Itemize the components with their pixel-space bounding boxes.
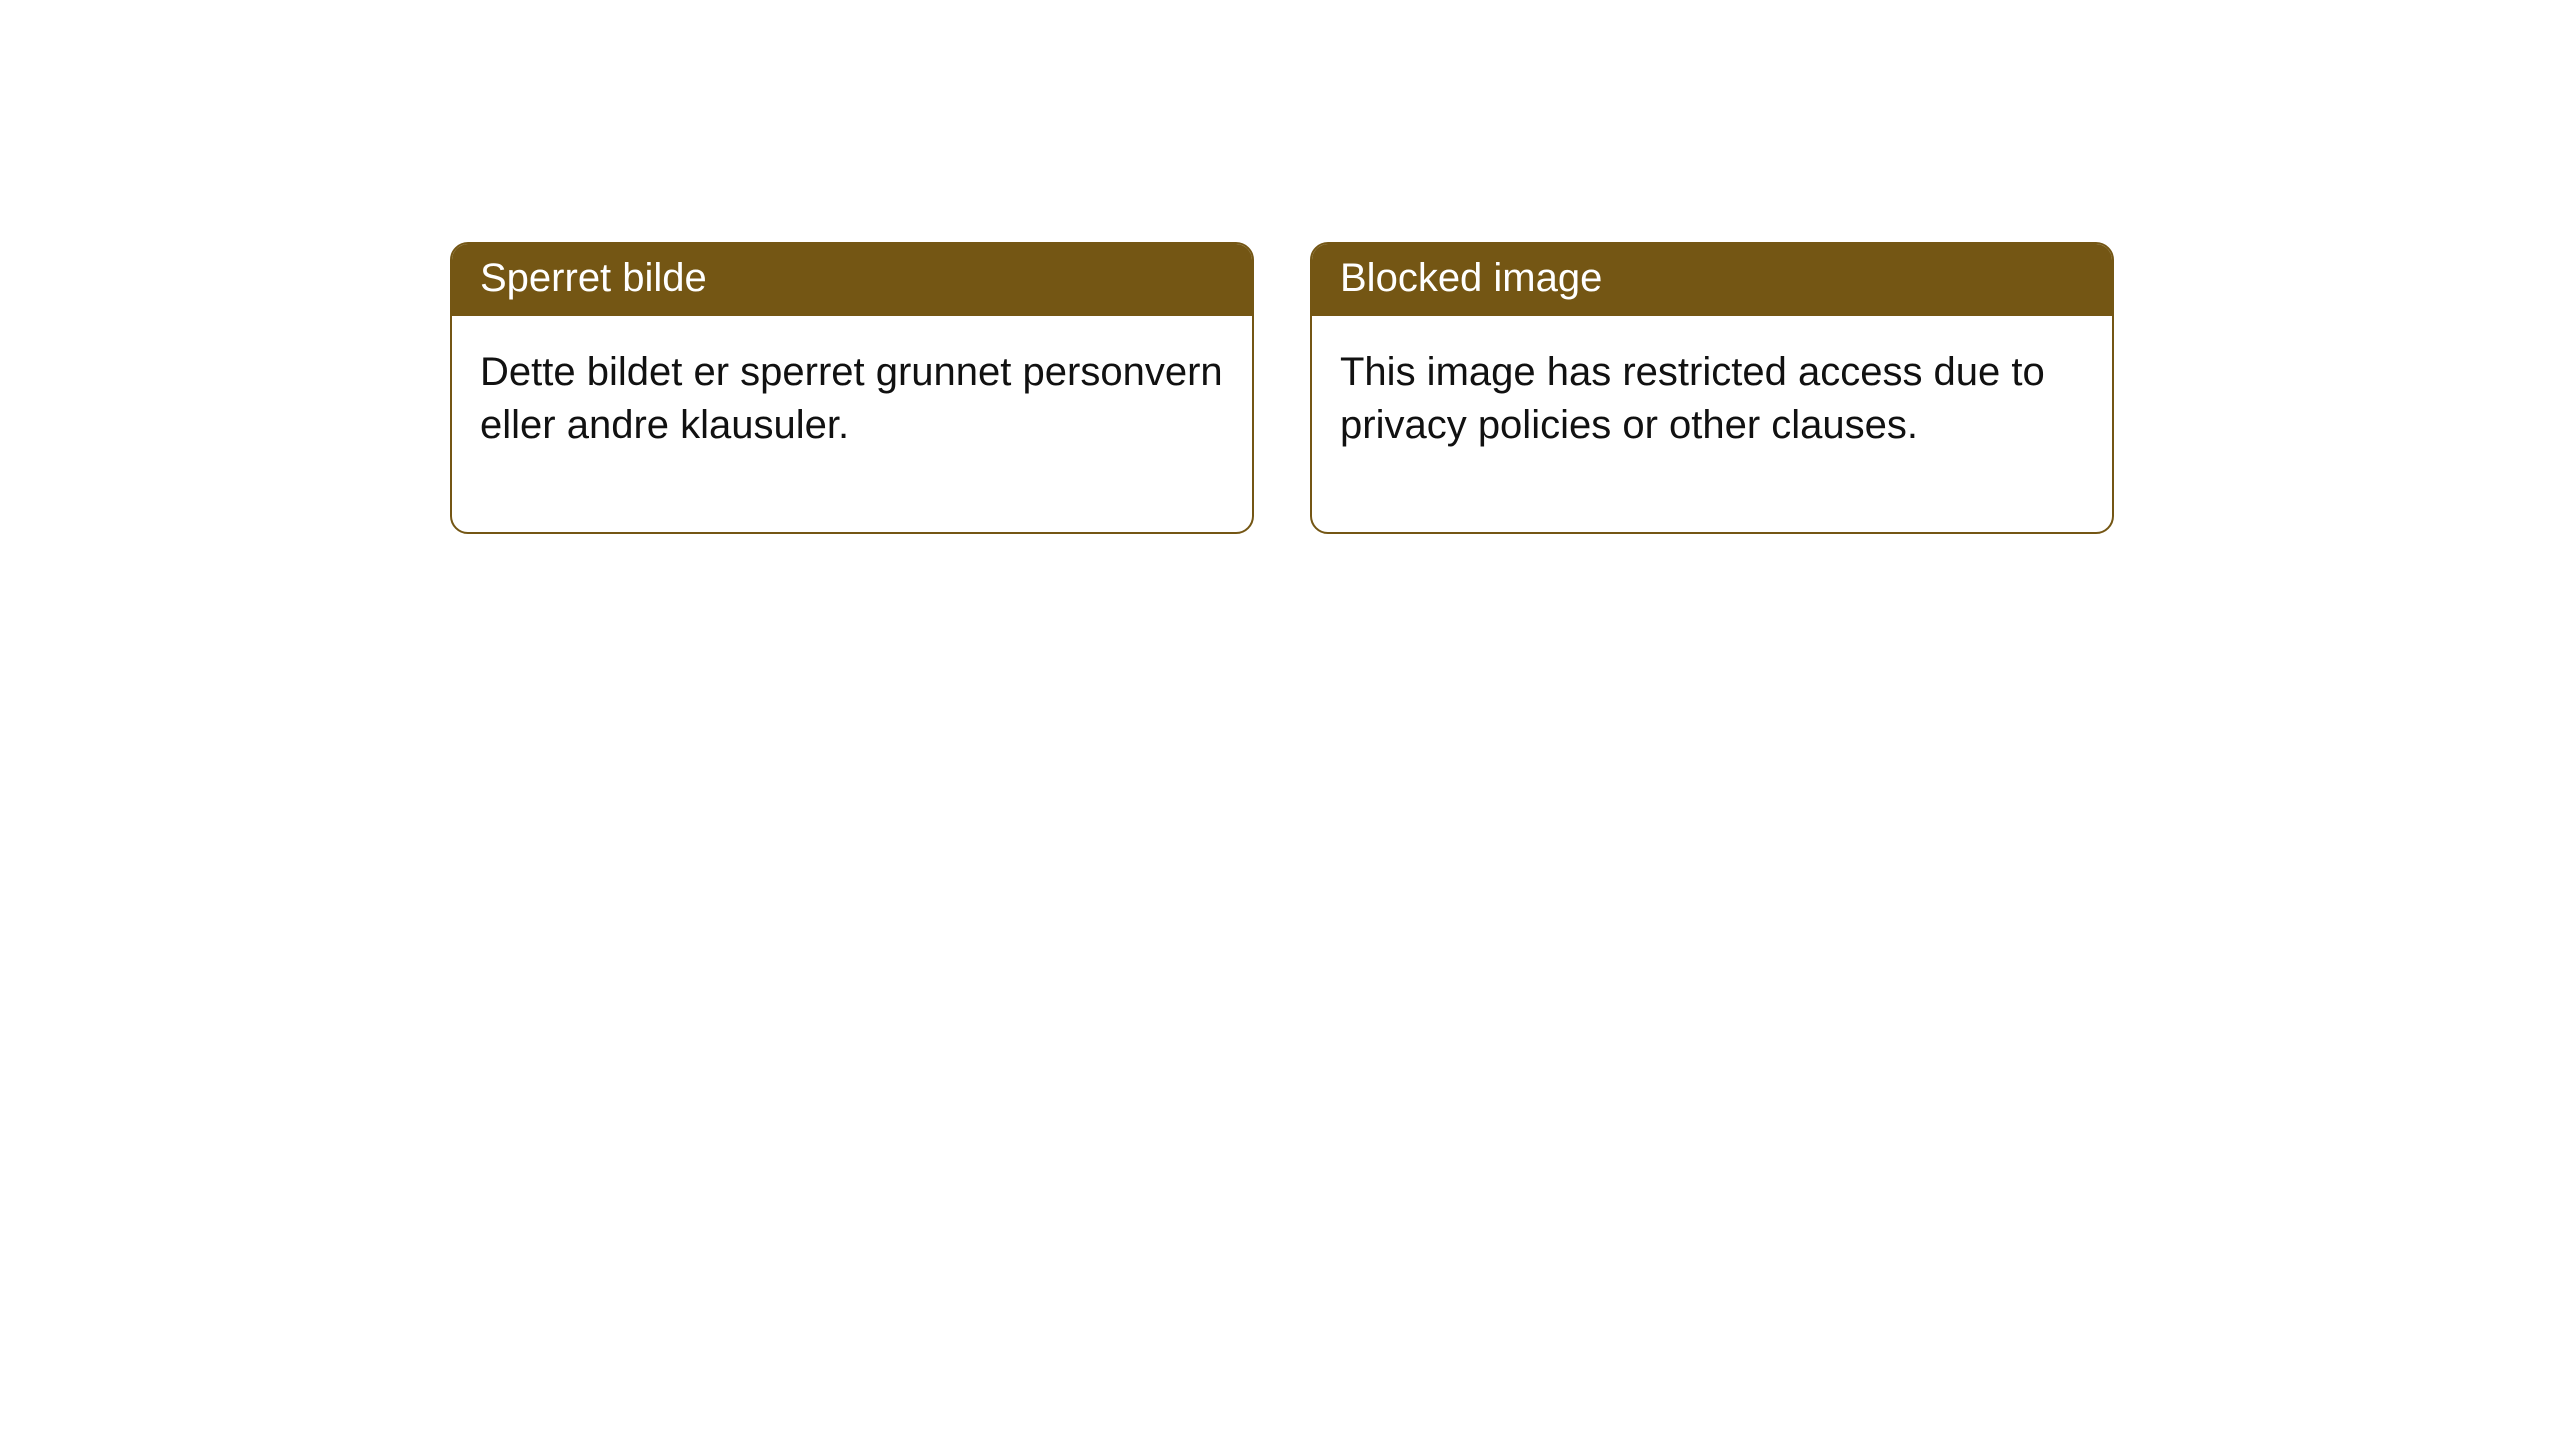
notice-card-title: Blocked image [1312, 244, 2112, 314]
notice-card-en: Blocked image This image has restricted … [1310, 242, 2114, 534]
notice-card-title: Sperret bilde [452, 244, 1252, 314]
notice-card-no: Sperret bilde Dette bildet er sperret gr… [450, 242, 1254, 534]
notice-card-body: This image has restricted access due to … [1312, 314, 2112, 532]
notice-cards-row: Sperret bilde Dette bildet er sperret gr… [450, 242, 2114, 534]
notice-card-body: Dette bildet er sperret grunnet personve… [452, 314, 1252, 532]
